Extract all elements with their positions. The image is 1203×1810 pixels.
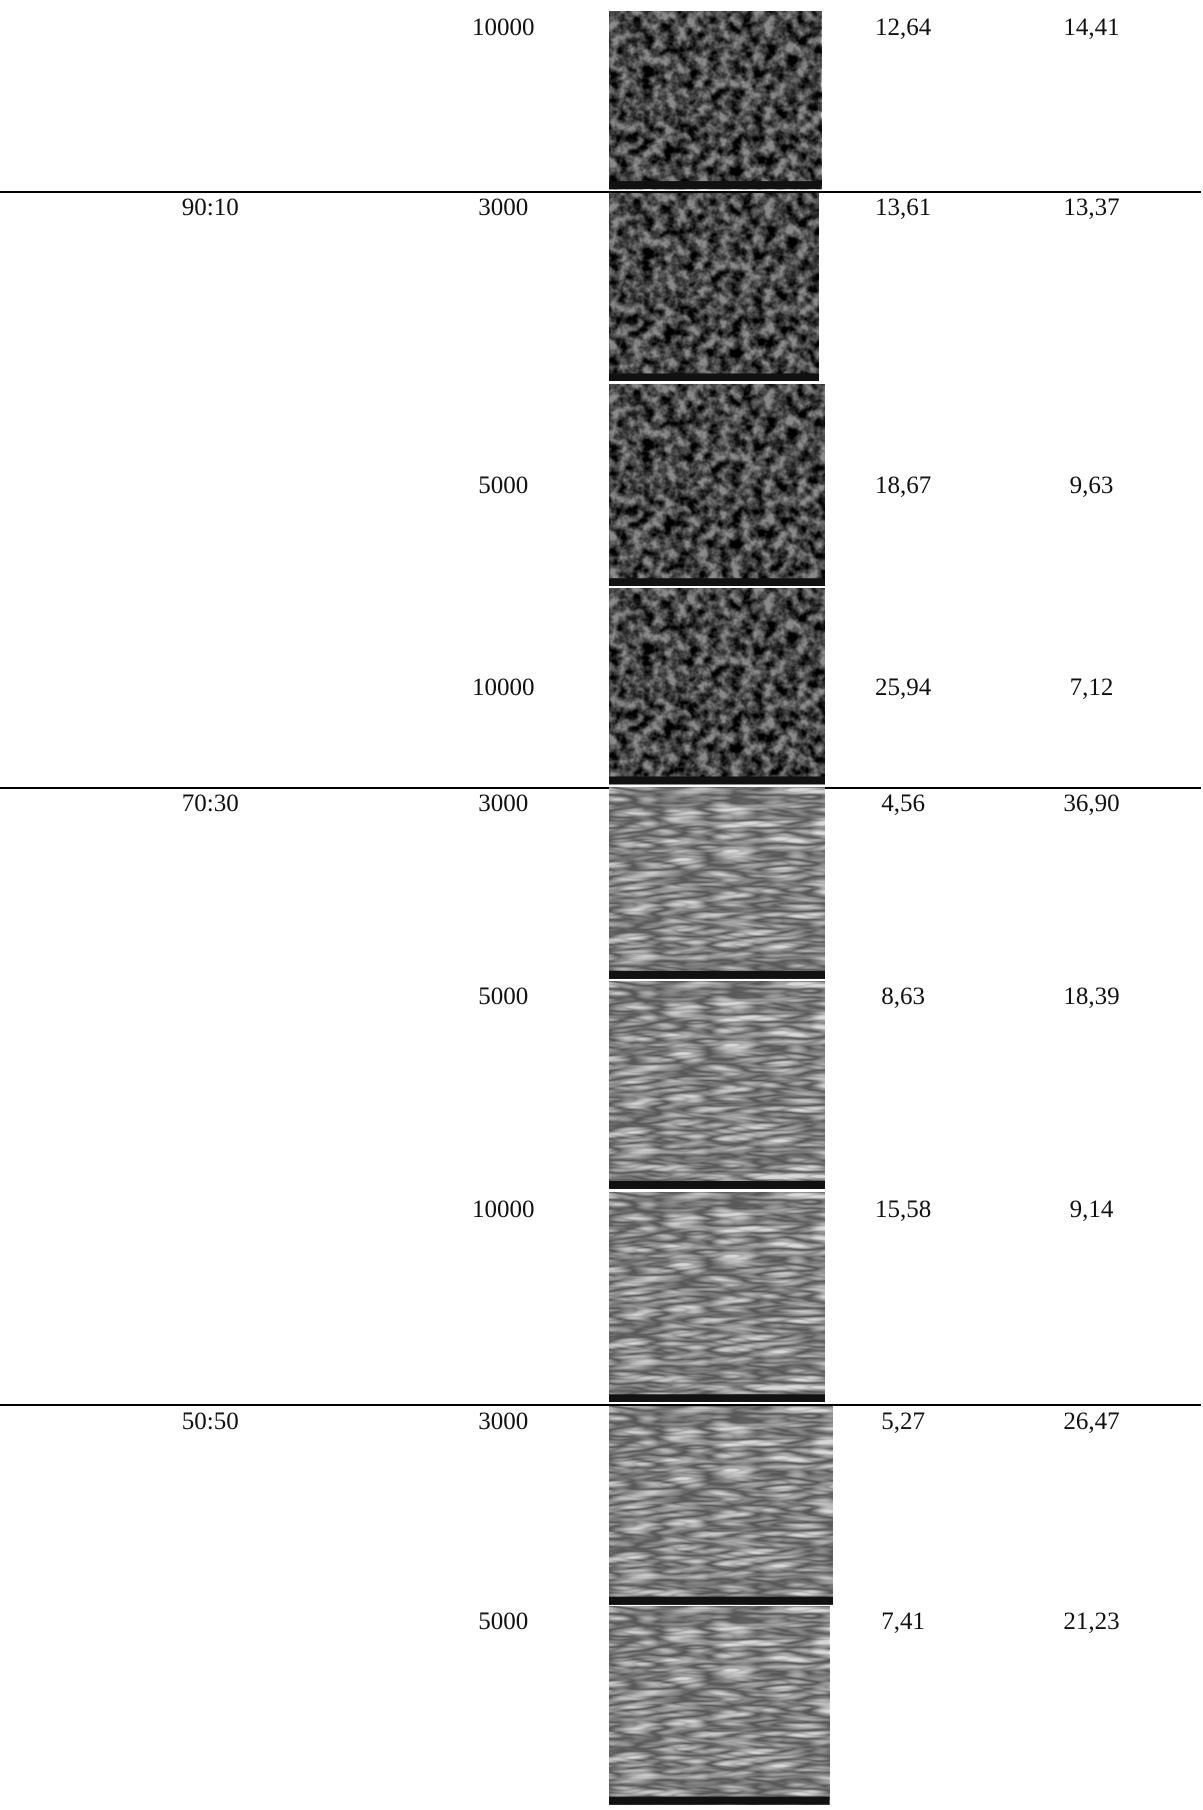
value: 18,67 (874, 472, 932, 500)
micrograph (608, 193, 820, 382)
value: 21,23 (1063, 1608, 1120, 1636)
magnification: 10000 (472, 1195, 535, 1223)
magnification: 3000 (478, 1408, 529, 1436)
sem-image (608, 193, 820, 382)
sem-image (608, 383, 825, 586)
group-label: 50:50 (181, 1408, 239, 1436)
value: 15,58 (874, 1195, 932, 1223)
value: 14,41 (1063, 13, 1120, 41)
value: 5,27 (881, 1408, 925, 1436)
value: 7,12 (1069, 674, 1114, 702)
value: 13,37 (1063, 193, 1120, 221)
magnification: 10000 (472, 13, 535, 41)
sem-image (608, 787, 825, 979)
magnification: 10000 (472, 674, 535, 702)
micrograph (608, 1606, 830, 1805)
value: 18,39 (1063, 983, 1120, 1011)
magnification: 3000 (478, 193, 529, 221)
value: 13,61 (874, 193, 932, 221)
value: 9,63 (1069, 472, 1114, 500)
magnification: 3000 (478, 790, 529, 818)
row-rule (0, 1404, 1201, 1407)
sem-image (608, 1191, 825, 1402)
value: 36,90 (1063, 790, 1120, 818)
magnification: 5000 (478, 472, 529, 500)
sem-image (608, 11, 822, 190)
value: 7,41 (881, 1608, 925, 1636)
group-label: 90:10 (181, 193, 239, 221)
value: 8,63 (881, 983, 925, 1011)
value: 4,56 (881, 790, 925, 818)
value: 12,64 (874, 13, 932, 41)
sem-image (608, 981, 825, 1190)
sem-image (608, 1606, 830, 1805)
micrograph (608, 981, 825, 1190)
micrograph (608, 383, 825, 586)
sem-image (608, 588, 825, 785)
micrograph (608, 1191, 825, 1402)
sem-image (608, 1406, 834, 1606)
micrograph (608, 1406, 834, 1606)
micrograph (608, 787, 825, 979)
value: 25,94 (874, 674, 932, 702)
value: 9,14 (1069, 1195, 1114, 1223)
row-rule (0, 190, 1201, 193)
micrograph (608, 588, 825, 785)
row-rule (0, 787, 1201, 790)
magnification: 5000 (478, 1608, 529, 1636)
micrograph (608, 11, 822, 190)
magnification: 5000 (478, 983, 529, 1011)
group-label: 70:30 (181, 790, 239, 818)
value: 26,47 (1063, 1408, 1120, 1436)
